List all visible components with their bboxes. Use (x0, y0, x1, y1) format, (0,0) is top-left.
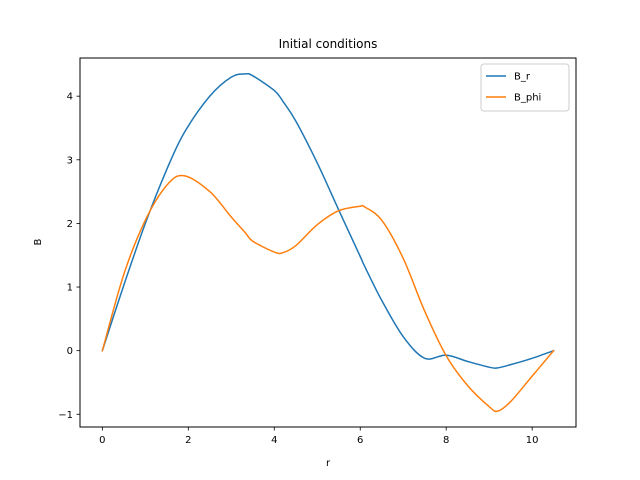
plot-area-frame (79, 57, 577, 428)
legend-label: B_r (514, 72, 531, 83)
x-axis-label: r (326, 458, 331, 469)
y-tick-label: 0 (67, 346, 73, 357)
y-axis-ticks: −1 0 1 2 3 4 (58, 92, 80, 421)
x-tick-label: 8 (443, 435, 449, 446)
series-line-b-r (101, 72, 555, 369)
y-tick-label: 4 (67, 92, 73, 103)
legend-entries: B_r B_phi (486, 72, 541, 104)
legend: B_r B_phi (480, 63, 570, 112)
x-tick-label: 4 (271, 435, 277, 446)
y-tick-label: 1 (67, 283, 73, 294)
x-tick-label: 6 (357, 435, 363, 446)
series-line-b-phi (101, 174, 555, 413)
x-axis-ticks: 0 2 4 6 8 10 (99, 427, 539, 446)
series-layer (101, 72, 555, 413)
y-axis-label: B (33, 238, 44, 245)
legend-label: B_phi (514, 93, 541, 104)
x-tick-label: 0 (99, 435, 105, 446)
x-tick-label: 10 (526, 435, 539, 446)
y-tick-label: 3 (67, 155, 73, 166)
x-tick-label: 2 (185, 435, 191, 446)
chart-title: Initial conditions (279, 37, 378, 51)
y-tick-label: 2 (67, 219, 73, 230)
y-tick-label: −1 (58, 410, 73, 421)
